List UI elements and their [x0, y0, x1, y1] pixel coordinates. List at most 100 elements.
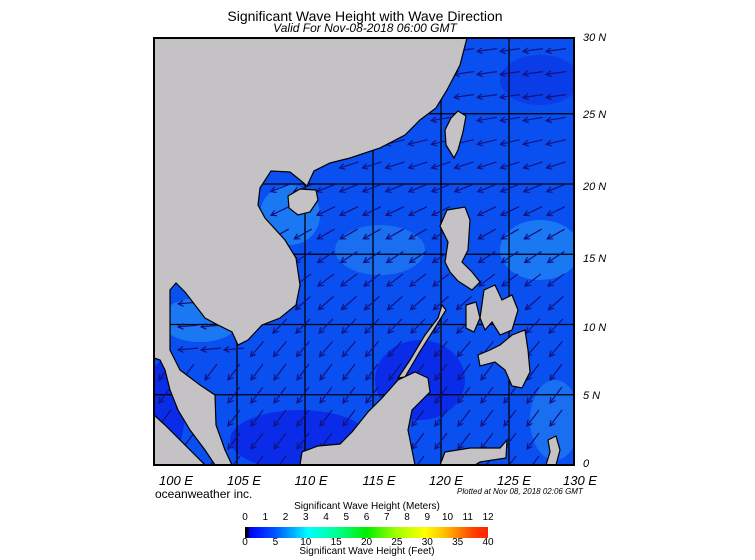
wave-direction-arrow	[227, 409, 241, 427]
colorbar-tick: 10	[441, 512, 454, 523]
wave-direction-arrow	[340, 295, 357, 311]
wave-direction-arrow	[342, 386, 356, 404]
wave-direction-arrow	[549, 363, 563, 381]
wave-direction-arrow	[365, 386, 379, 404]
land	[154, 38, 561, 465]
wave-direction-arrow	[317, 295, 334, 311]
wave-direction-arrow	[388, 363, 402, 381]
land-luzon	[439, 206, 481, 291]
wave-direction-arrow	[272, 341, 287, 358]
lon-label: 125 E	[497, 473, 531, 488]
wave-direction-arrow	[319, 409, 333, 427]
wave-direction-arrow	[457, 363, 471, 381]
wave-direction-arrow	[546, 228, 566, 240]
wave-direction-arrow	[408, 250, 427, 264]
land-hainan	[287, 188, 319, 216]
wave-direction-arrow	[433, 341, 448, 358]
wave-direction-arrow	[499, 139, 520, 147]
wave-direction-arrow	[227, 432, 241, 450]
wave-direction-arrow	[434, 363, 448, 381]
colorbar-tick: 30	[421, 537, 433, 548]
wave-direction-arrow	[432, 273, 450, 287]
wave-direction-arrow	[318, 341, 333, 358]
wave-direction-arrow	[295, 341, 310, 358]
colorbar-tick: 9	[424, 512, 431, 523]
lon-label: 120 E	[429, 473, 463, 488]
colorbar-tick: 15	[330, 537, 342, 548]
wave-direction-arrow	[384, 183, 405, 194]
land-borneo	[299, 371, 431, 465]
land-visayas	[479, 284, 519, 336]
wave-direction-arrow	[501, 273, 519, 287]
colorbar-tick: 12	[482, 512, 494, 523]
wave-direction-arrow	[480, 386, 494, 404]
lat-label: 5 N	[583, 390, 601, 402]
land-mindoro	[465, 301, 481, 333]
wave-direction-arrow	[342, 409, 356, 427]
wave-direction-arrow	[475, 93, 497, 101]
colorbar-tick: 7	[383, 512, 390, 523]
wave-direction-arrow	[477, 250, 496, 264]
wave-direction-arrow	[250, 363, 264, 381]
wave-direction-arrow	[522, 183, 543, 194]
colorbar-tick: 10	[300, 537, 312, 548]
map-frame	[153, 37, 575, 466]
wave-direction-arrow	[227, 386, 241, 404]
wave-direction-arrow	[544, 93, 566, 101]
wave-direction-arrow	[385, 228, 405, 240]
chart-title: Significant Wave Height with Wave Direct…	[227, 8, 503, 24]
land-sumatra	[154, 414, 206, 465]
wave-direction-arrow	[430, 183, 451, 194]
colorbar-tick: 1	[262, 512, 269, 523]
wave-direction-arrow	[457, 386, 471, 404]
wave-direction-arrow	[457, 409, 471, 427]
wave-direction-arrow	[544, 70, 566, 78]
colorbar-tick: 20	[360, 537, 373, 548]
wave-direction-arrow	[338, 183, 359, 194]
lon-label: 130 E	[563, 473, 597, 488]
wave-direction-arrow	[294, 295, 311, 311]
lat-label: 15 N	[583, 253, 607, 265]
wave-direction-arrow	[475, 47, 497, 55]
land-halmahera	[545, 435, 561, 465]
wave-direction-arrow	[293, 228, 313, 240]
wave-direction-arrow	[249, 341, 264, 358]
wave-direction-arrow	[361, 161, 382, 170]
wave-direction-arrow	[364, 318, 380, 335]
wave-direction-arrow	[476, 183, 497, 194]
wave-direction-arrow	[498, 116, 520, 124]
wave-direction-arrow	[341, 318, 357, 335]
wave-direction-arrow	[340, 273, 358, 287]
colorbar-tick: 0	[242, 537, 248, 548]
wave-direction-arrow	[319, 363, 333, 381]
wave-direction-arrow	[522, 161, 543, 170]
colorbar-tick: 11	[462, 512, 473, 523]
wave-direction-arrow	[498, 93, 520, 101]
wave-direction-arrow	[478, 273, 496, 287]
wave-direction-arrow	[386, 295, 403, 311]
colorbar-tick: 8	[404, 512, 410, 523]
wave-direction-arrow	[503, 409, 517, 427]
wave-direction-arrow	[433, 318, 449, 335]
colorbar-tick: 35	[452, 537, 464, 548]
wave-direction-arrow	[365, 363, 379, 381]
wave-direction-arrow	[338, 206, 359, 217]
wave-direction-arrow	[523, 228, 543, 240]
wave-direction-arrow	[315, 206, 336, 217]
wave-direction-arrow	[296, 386, 310, 404]
wave-direction-arrow	[521, 47, 543, 55]
colorbar-tick: 3	[302, 512, 309, 523]
wave-direction-arrow	[409, 273, 427, 287]
wave-direction-arrow	[316, 250, 335, 264]
wave-direction-arrow	[339, 250, 358, 264]
colorbar	[245, 527, 488, 538]
wave-direction-arrow	[453, 161, 474, 170]
wave-direction-arrow	[498, 47, 520, 55]
credit: oceanweather inc.	[155, 487, 253, 501]
wave-direction-arrow	[407, 139, 428, 147]
wave-direction-arrow	[544, 116, 566, 124]
wave-direction-arrow	[227, 363, 241, 381]
lon-label: 110 E	[294, 473, 328, 488]
